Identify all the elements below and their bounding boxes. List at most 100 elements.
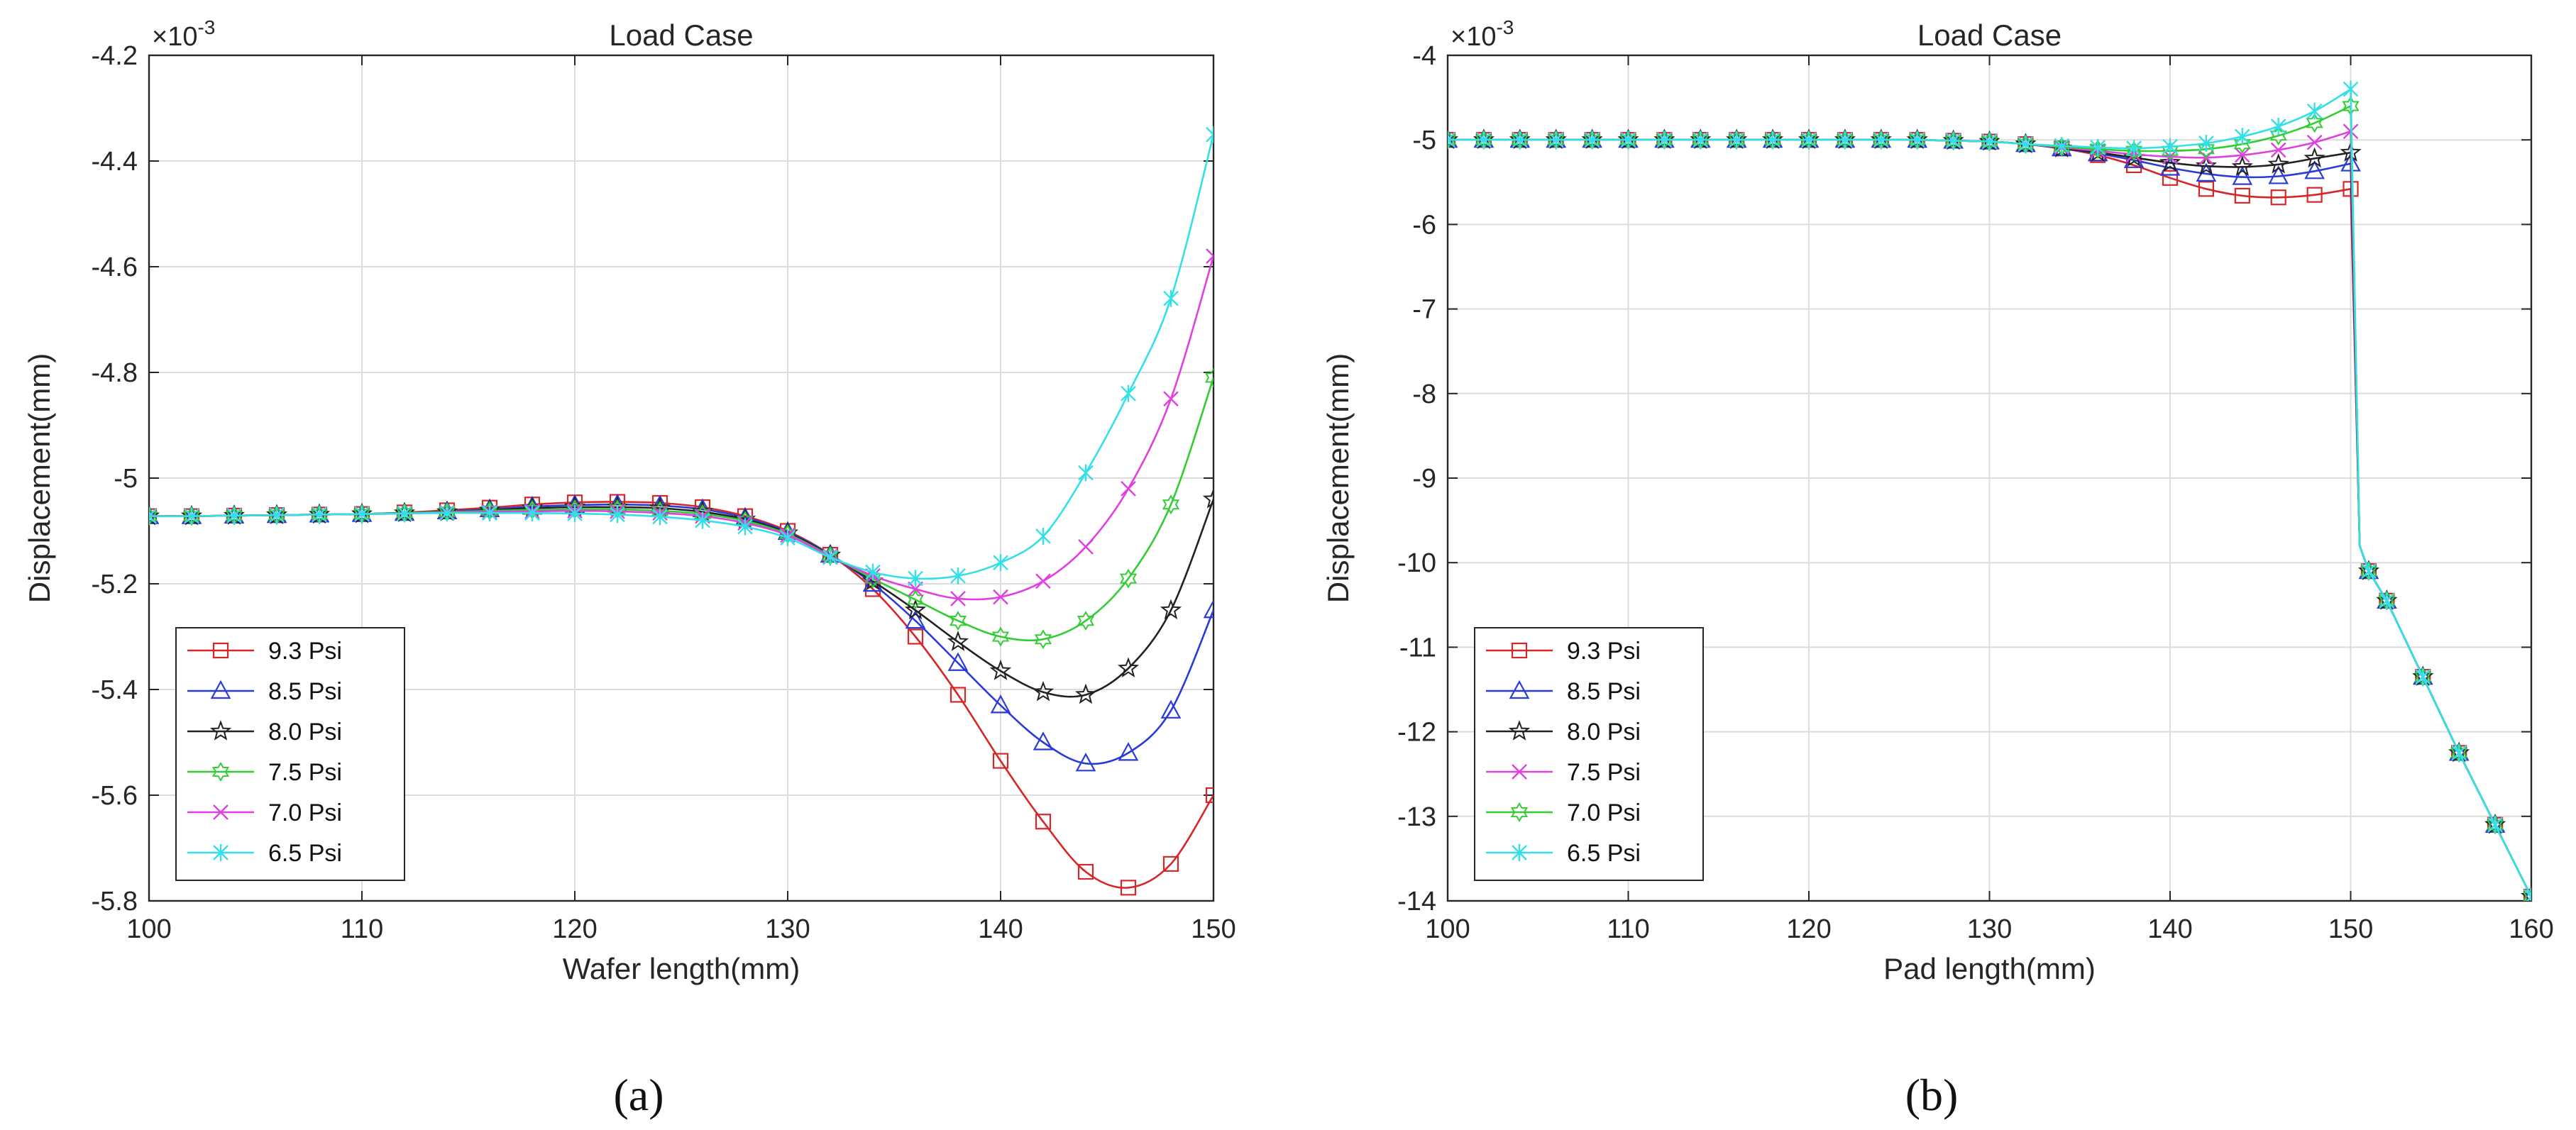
data-point [1944,131,1962,151]
data-point [1206,126,1213,143]
data-point [1074,683,1097,704]
data-point [184,507,199,525]
y-tick-label: -13 [1397,802,1436,832]
data-point [2089,139,2107,160]
legend-marker [1508,720,1531,741]
legend-marker [212,642,229,659]
data-point [1656,131,1673,149]
data-point [1202,487,1213,509]
x-tick-label: 140 [978,914,1023,944]
x-tick-label: 120 [1786,914,1831,944]
data-point [2126,140,2142,157]
data-point [1163,289,1179,307]
series-group [149,126,1213,896]
data-point [149,506,158,526]
legend-entry: 6.5 Psi [1486,840,1641,867]
data-point [2090,138,2106,156]
y-tick-label: -5 [114,464,138,494]
data-point [737,518,753,536]
y-exponent-label: ×10-3 [1451,16,1514,52]
data-point [2270,189,2286,206]
data-point [949,611,967,631]
series-markers [149,126,1213,587]
data-point [1448,130,1457,150]
data-point [695,511,710,529]
x-tick-label: 150 [2328,914,2373,944]
data-point [1801,131,1817,149]
data-point [1692,131,1709,149]
data-point [353,504,371,524]
data-point [1163,391,1179,407]
y-tick-label: -5.6 [92,781,138,811]
y-tick-label: -9 [1412,464,1436,494]
legend-label: 9.3 Psi [268,638,342,665]
data-point [1476,131,1492,149]
data-point [2234,147,2250,163]
legend-marker [1512,844,1527,861]
data-point [1120,880,1137,896]
data-point [1075,752,1096,772]
data-point [1765,131,1780,149]
data-point [1981,131,1998,152]
y-tick-label: -5 [1412,126,1436,155]
data-point [991,626,1010,647]
data-point [269,506,285,524]
y-axis-label: Displacement(mm) [1321,353,1355,603]
data-point [822,548,838,566]
data-point [2306,113,2323,133]
legend-entry: 7.5 Psi [187,759,342,786]
data-point [2054,137,2070,155]
y-tick-label: -4.4 [92,147,138,177]
series-6-5-psi [149,126,1213,587]
data-point [2415,668,2431,686]
data-point [1205,787,1213,804]
data-point [2162,170,2179,186]
legend-marker [213,804,229,820]
legend-marker [210,680,231,699]
legend-entry: 7.0 Psi [1486,799,1641,826]
legend-label: 7.0 Psi [268,799,342,826]
legend-entry: 7.5 Psi [1486,759,1641,786]
data-point [1981,133,1998,150]
x-tick-label: 120 [552,914,597,944]
series-markers [1448,80,2531,901]
legend-label: 8.5 Psi [268,678,342,705]
data-point [1448,128,1458,148]
data-point [2270,142,2286,158]
legend-marker [1509,680,1530,699]
legend-label: 7.0 Psi [1567,799,1641,826]
data-point [2303,147,2325,168]
data-point [149,505,160,524]
x-tick-label: 100 [126,914,171,944]
chart-title: Load Case [609,18,753,52]
data-point [567,504,583,522]
data-point [312,506,327,524]
legend-entry: 8.0 Psi [1486,719,1641,746]
data-point [1035,814,1052,830]
legend-label: 8.0 Psi [1567,719,1641,746]
data-point [2361,563,2377,580]
data-point [1119,568,1138,589]
y-tick-label: -4.8 [92,358,138,388]
data-point [1121,384,1136,402]
data-point [1162,855,1179,872]
data-point [2306,187,2323,203]
y-tick-label: -10 [1397,548,1436,578]
data-point [2232,166,2253,185]
data-point [2162,138,2178,155]
data-point [992,753,1009,769]
data-point [2379,592,2395,609]
legend-label: 8.5 Psi [1567,678,1641,705]
series-line [149,134,1213,580]
series-group [1448,80,2531,901]
y-tick-label: -14 [1397,887,1436,916]
data-point [2268,165,2289,184]
x-axis-label: Wafer length(mm) [563,952,800,985]
y-tick-label: -4.6 [92,253,138,282]
data-point [1206,248,1213,264]
data-point [2523,885,2531,901]
y-tick-label: -8 [1412,380,1436,409]
x-tick-label: 100 [1425,914,1470,944]
series-line [1448,88,2352,150]
data-point [1078,539,1094,555]
